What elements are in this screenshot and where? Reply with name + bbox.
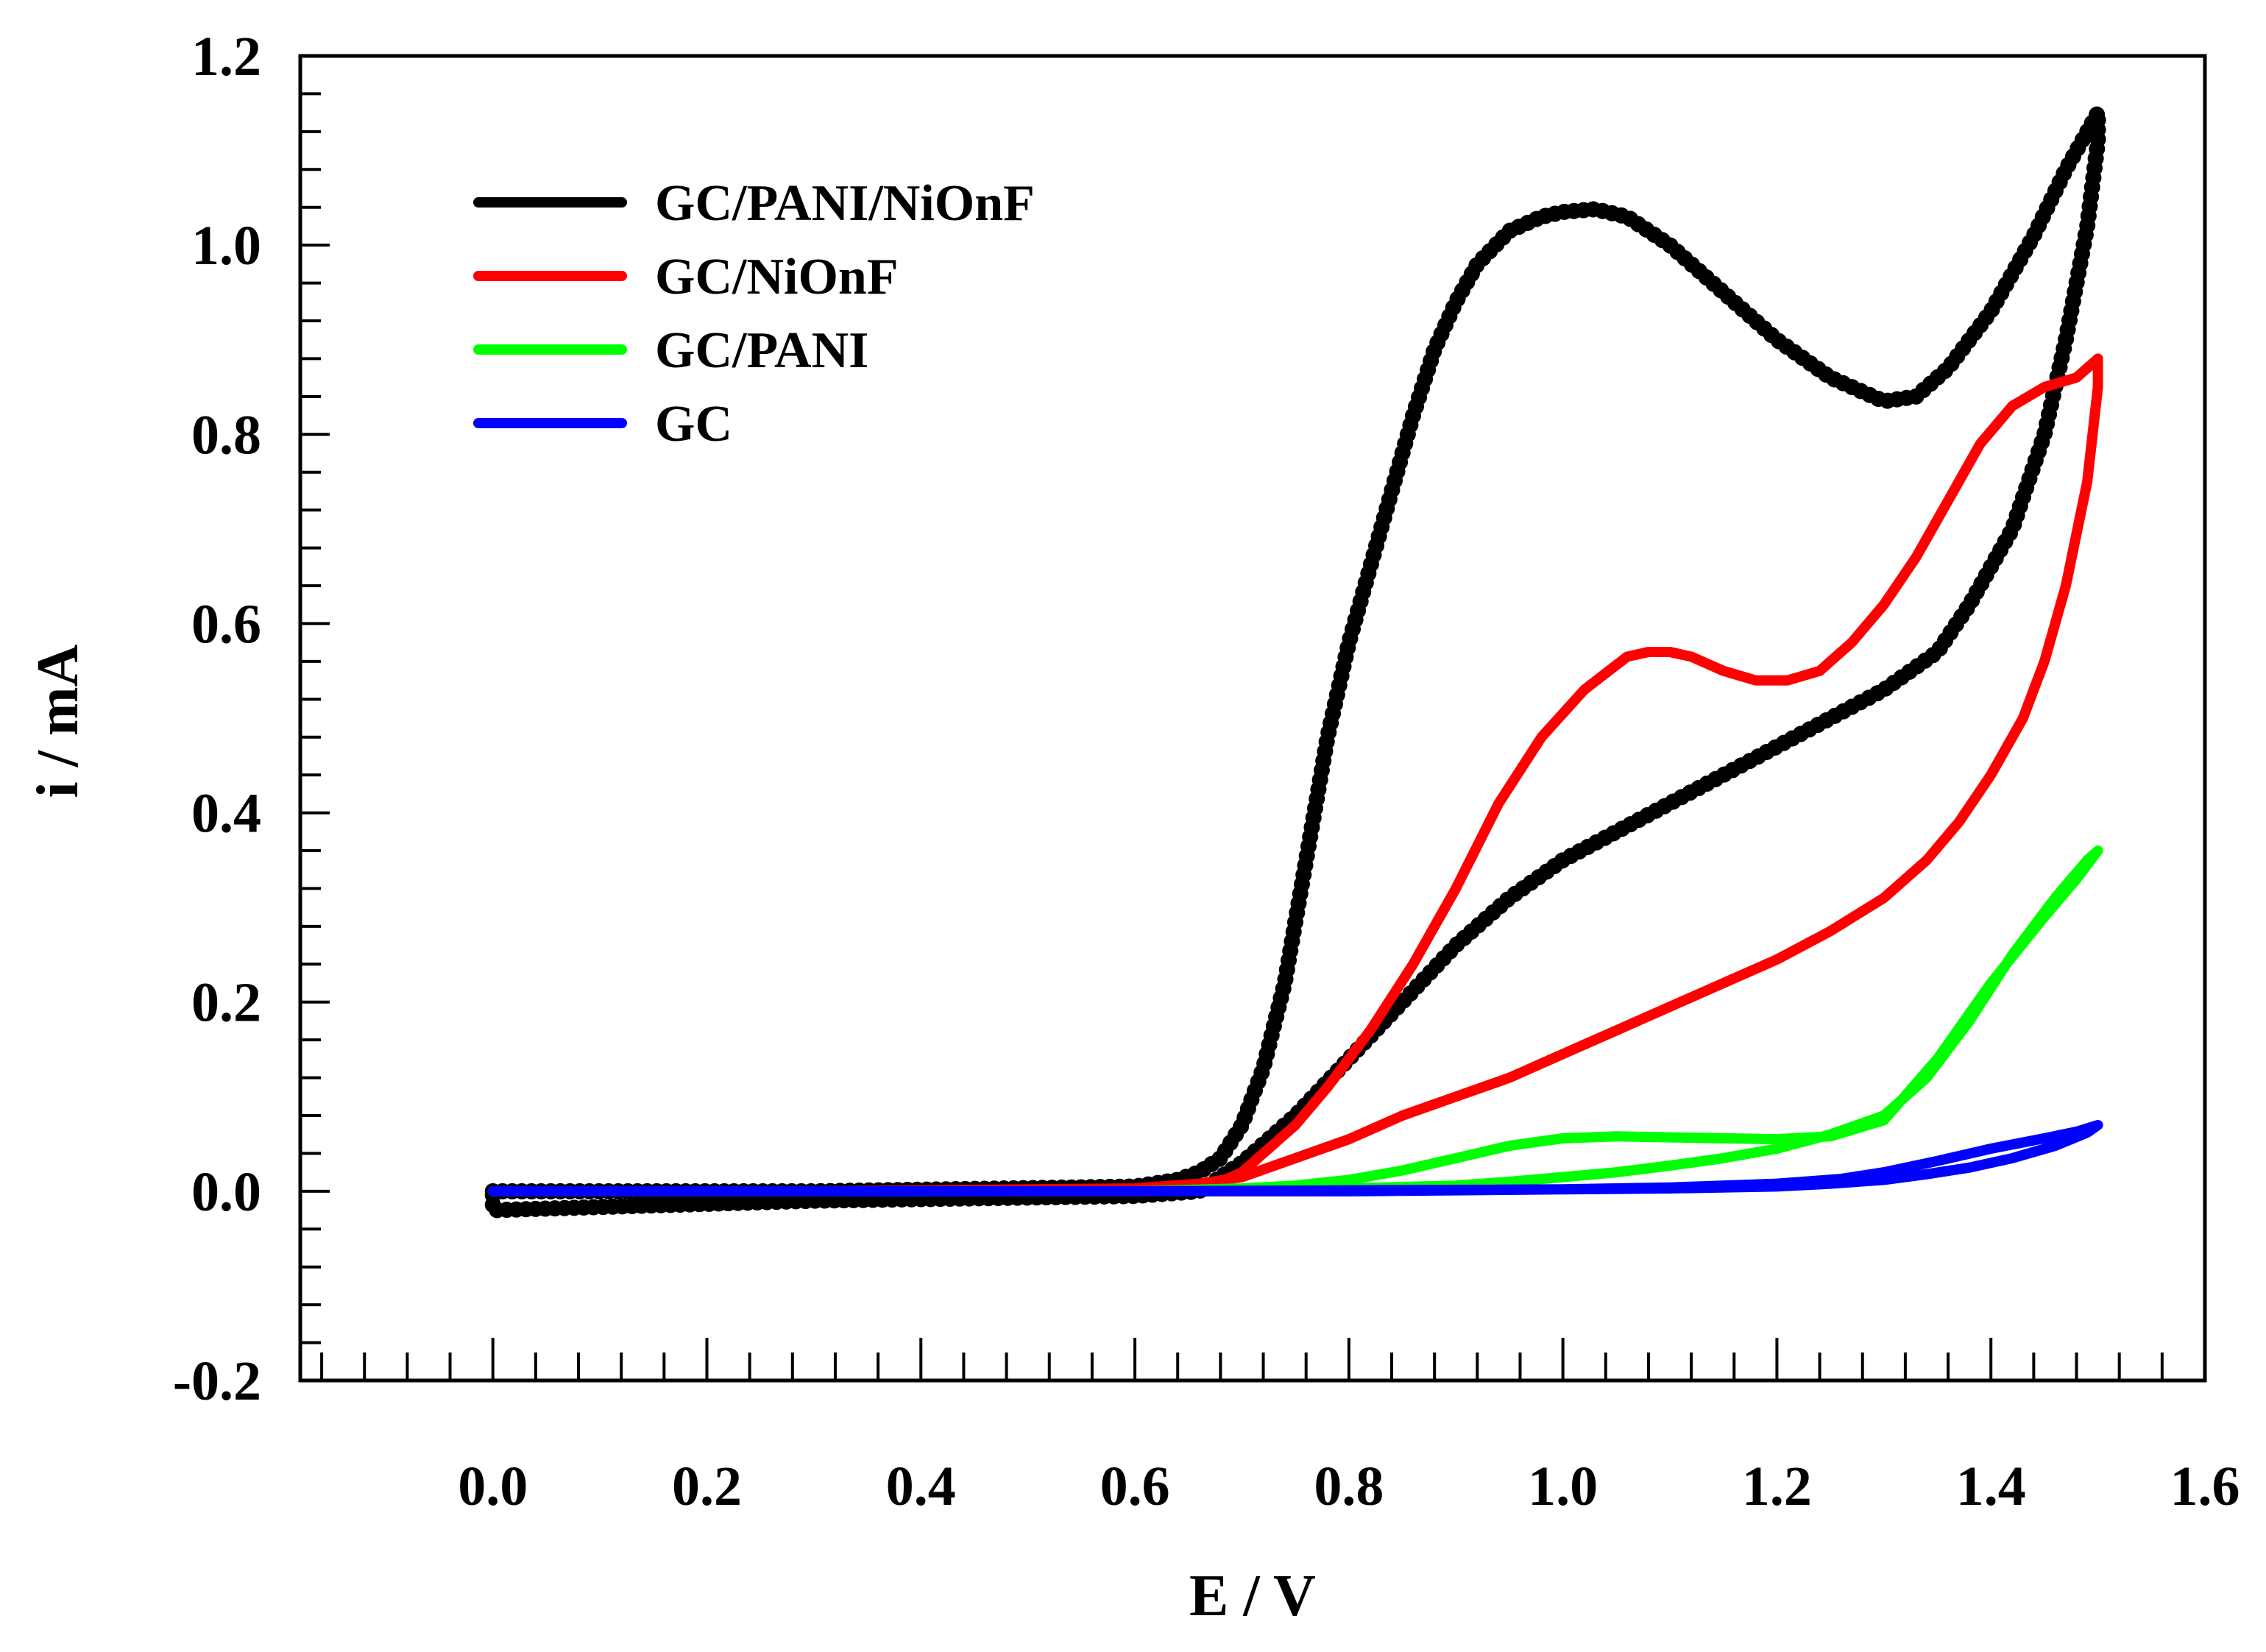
x-tick-label: 0.0 [458,1456,528,1517]
x-tick-label: 0.8 [1314,1456,1384,1517]
legend: GC/PANI/NiOnF GC/NiOnF GC/PANI GC [473,175,1035,453]
y-tick-label: 0.4 [191,783,261,845]
series-line-gc-pani [487,846,2103,1197]
legend-label: GC [655,396,732,453]
y-tick-label: 1.0 [191,215,261,277]
x-tick-label: 1.0 [1528,1456,1598,1517]
x-tick-label: 0.2 [672,1456,742,1517]
y-axis-title: i / mA [26,644,91,798]
x-tick-label: 1.6 [2170,1456,2240,1517]
legend-label: GC/NiOnF [655,249,899,305]
y-tick-label: -0.2 [173,1350,261,1412]
legend-item: GC/PANI/NiOnF [473,175,1035,232]
y-tick-label: 0.6 [191,593,261,655]
legend-label: GC/PANI [655,322,868,379]
x-tick-labels: 0.0 0.2 0.4 0.6 0.8 1.0 1.2 1.4 1.6 [458,1456,2240,1517]
x-tick-label: 0.4 [886,1456,956,1517]
y-tick-label: 0.0 [191,1161,261,1223]
series-line-gc-pani-nionf [484,104,2106,1219]
series-line-gc-nionf [487,353,2103,1197]
plot-frame [298,54,2207,1383]
x-tick-label: 1.4 [1956,1456,2026,1517]
legend-item: GC/PANI [473,322,868,379]
legend-label: GC/PANI/NiOnF [655,175,1035,232]
y-tick-label: 1.2 [191,26,261,88]
y-tick-label: 0.8 [191,404,261,466]
x-tick-label: 1.2 [1742,1456,1812,1517]
x-tick-label: 0.6 [1100,1456,1170,1517]
minor-ticks [300,54,2164,1382]
y-tick-labels: -0.2 0.0 0.2 0.4 0.6 0.8 1.0 1.2 [173,26,261,1412]
series-layer [484,104,2106,1219]
legend-item: GC/NiOnF [473,249,899,305]
y-tick-label: 0.2 [191,972,261,1034]
x-axis-title: E / V [1189,1564,1316,1628]
legend-item: GC [473,396,732,453]
series-line-gc [487,1119,2103,1197]
